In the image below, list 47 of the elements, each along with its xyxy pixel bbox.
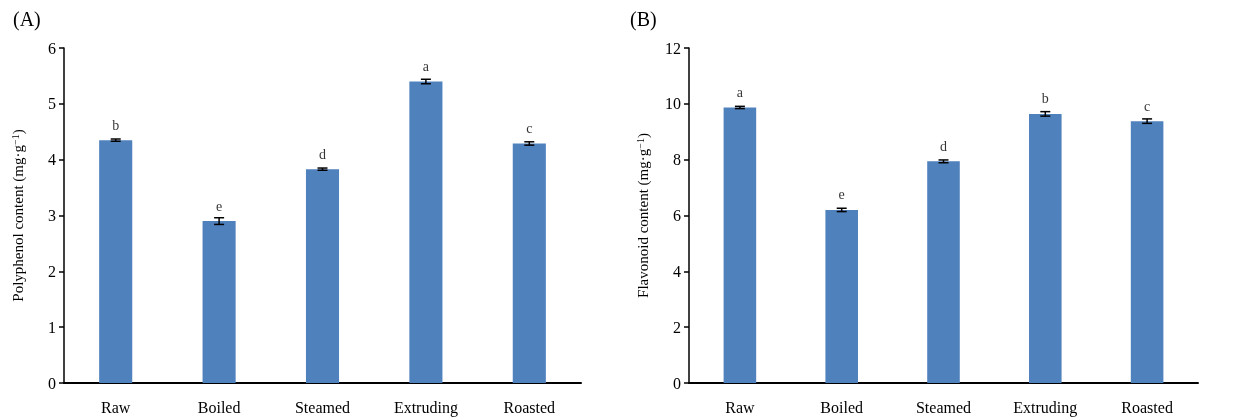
annotation: c [1143, 98, 1151, 114]
x-tick-label: Roasted [1121, 398, 1173, 416]
y-tick-label: 8 [673, 151, 681, 169]
chart-title: (B) [630, 8, 657, 31]
y-tick-label: 6 [673, 207, 681, 224]
y-tick-label: 2 [673, 318, 681, 336]
annotation: e [215, 198, 223, 214]
bar [927, 161, 960, 383]
bar [305, 169, 340, 383]
y-tick-label: 6 [48, 39, 56, 57]
bar [512, 143, 546, 383]
chart-title: (A) [13, 8, 41, 31]
y-tick-label: 3 [48, 207, 56, 224]
x-tick-label: Boiled [197, 398, 241, 416]
x-tick-label: Steamed [294, 398, 351, 416]
y-tick-label: 10 [665, 95, 681, 113]
y-tick-label: 5 [48, 95, 56, 113]
y-axis-title: Flavonoid content (mg·g−1) [634, 133, 652, 298]
annotation: d [940, 138, 947, 154]
annotation: d [319, 146, 326, 162]
y-tick-label: 0 [48, 374, 56, 392]
x-tick-label: Extruding [393, 398, 458, 417]
bar [202, 221, 236, 383]
bar [825, 209, 858, 383]
x-tick-label: Steamed [915, 398, 972, 416]
y-tick-label: 4 [673, 262, 681, 280]
annotation: c [526, 120, 533, 136]
y-tick-label: 0 [673, 374, 681, 392]
y-tick-label: 2 [48, 262, 56, 280]
bar [1130, 121, 1164, 383]
x-tick-label: Roasted [503, 398, 556, 416]
y-tick-label: 1 [48, 318, 56, 336]
x-tick-label: Boiled [820, 398, 864, 416]
x-tick-label: Extruding [1013, 398, 1078, 417]
annotation: b [112, 117, 120, 133]
annotation: b [1041, 91, 1049, 107]
x-tick-label: Raw [101, 398, 131, 416]
y-tick-label: 4 [48, 151, 56, 169]
bar [409, 81, 443, 383]
annotation: a [736, 84, 744, 100]
annotation: a [422, 59, 430, 74]
bar [99, 140, 133, 383]
bar [723, 107, 757, 383]
bar [1029, 113, 1062, 383]
y-tick-label: 12 [665, 39, 681, 57]
x-tick-label: Raw [725, 398, 756, 416]
annotation: e [838, 187, 845, 203]
